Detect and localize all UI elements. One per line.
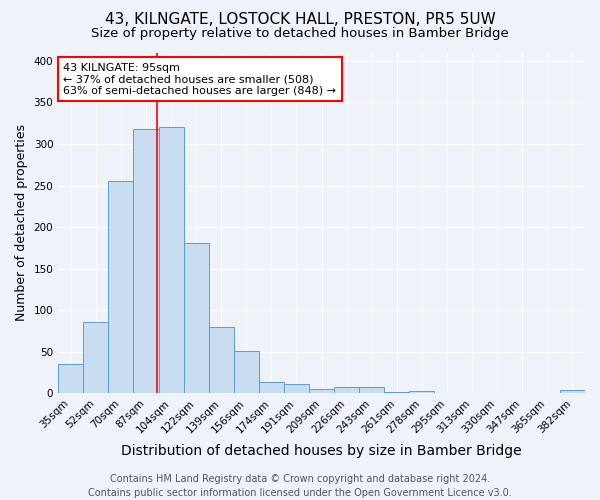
Bar — [535, 392, 560, 394]
Bar — [133, 129, 158, 394]
Bar — [485, 392, 510, 394]
Bar — [409, 391, 434, 394]
Bar — [109, 182, 133, 394]
X-axis label: Distribution of detached houses by size in Bamber Bridge: Distribution of detached houses by size … — [121, 444, 522, 458]
Text: Size of property relative to detached houses in Bamber Bridge: Size of property relative to detached ho… — [91, 28, 509, 40]
Bar — [510, 392, 535, 394]
Text: Contains HM Land Registry data © Crown copyright and database right 2024.
Contai: Contains HM Land Registry data © Crown c… — [88, 474, 512, 498]
Y-axis label: Number of detached properties: Number of detached properties — [15, 124, 28, 322]
Bar — [309, 390, 334, 394]
Bar — [158, 128, 184, 394]
Bar — [385, 392, 409, 394]
Bar — [434, 392, 460, 394]
Bar — [259, 382, 284, 394]
Bar — [184, 243, 209, 394]
Bar — [58, 364, 83, 394]
Bar — [234, 351, 259, 394]
Bar — [284, 384, 309, 394]
Bar — [460, 392, 485, 394]
Text: 43 KILNGATE: 95sqm
← 37% of detached houses are smaller (508)
63% of semi-detach: 43 KILNGATE: 95sqm ← 37% of detached hou… — [64, 62, 337, 96]
Bar — [560, 390, 585, 394]
Text: 43, KILNGATE, LOSTOCK HALL, PRESTON, PR5 5UW: 43, KILNGATE, LOSTOCK HALL, PRESTON, PR5… — [104, 12, 496, 28]
Bar — [83, 322, 109, 394]
Bar — [359, 387, 385, 394]
Bar — [209, 327, 234, 394]
Bar — [334, 387, 359, 394]
